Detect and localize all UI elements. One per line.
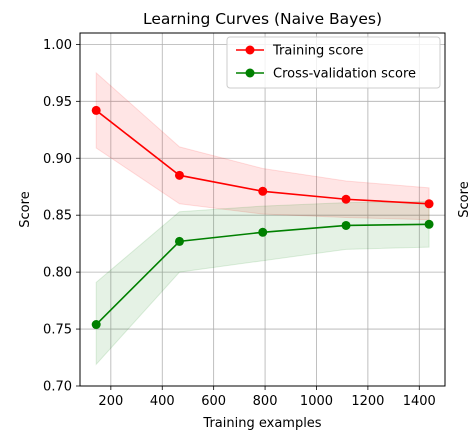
y-tick-label: 0.85: [43, 209, 72, 224]
legend-marker-training: [245, 45, 255, 55]
legend-label-training: Training score: [272, 44, 363, 59]
legend: Training score Cross-validation score: [226, 36, 441, 89]
y-tick-label: 0.80: [43, 266, 72, 281]
legend-label-cross-validation: Cross-validation score: [273, 67, 416, 82]
clipped-y-axis-label: Score: [457, 181, 472, 217]
series-lines: [91, 105, 434, 330]
confidence-band-cross-validation: [95, 201, 430, 366]
plot-frame: [79, 32, 446, 387]
x-tick-label: 1000: [300, 394, 333, 409]
confidence-band-training: [95, 71, 430, 221]
confidence-bands: [95, 71, 430, 366]
data-point-training: [174, 170, 184, 180]
x-tick-label: 800: [253, 394, 278, 409]
y-tick-label: 0.75: [43, 323, 72, 338]
x-tick-label: 200: [98, 394, 123, 409]
axis-ticks: 200 400 600 800 1000 1200 1400 0.70 0.75 0.80 0.85…: [43, 38, 436, 409]
data-point-training: [424, 199, 434, 209]
y-tick-label: 0.70: [43, 380, 72, 395]
data-point-cross-validation: [341, 220, 351, 230]
legend-marker-cross-validation: [245, 68, 255, 78]
data-point-cross-validation: [91, 320, 101, 330]
data-point-cross-validation: [174, 236, 184, 246]
data-point-training: [258, 186, 268, 196]
chart-title: Learning Curves (Naive Bayes): [143, 10, 382, 28]
y-tick-label: 0.90: [43, 152, 72, 167]
y-tick-label: 0.95: [43, 95, 72, 110]
data-point-cross-validation: [424, 219, 434, 229]
data-point-training: [91, 105, 101, 115]
y-tick-label: 1.00: [43, 38, 72, 53]
x-tick-label: 600: [201, 394, 226, 409]
x-tick-label: 1400: [403, 394, 436, 409]
x-tick-label: 400: [150, 394, 175, 409]
data-point-training: [341, 194, 351, 204]
y-axis-label: Score: [18, 191, 33, 227]
x-tick-label: 1200: [351, 394, 384, 409]
x-axis-label: Training examples: [202, 416, 321, 431]
data-point-cross-validation: [258, 227, 268, 237]
legend-box: [226, 36, 441, 89]
